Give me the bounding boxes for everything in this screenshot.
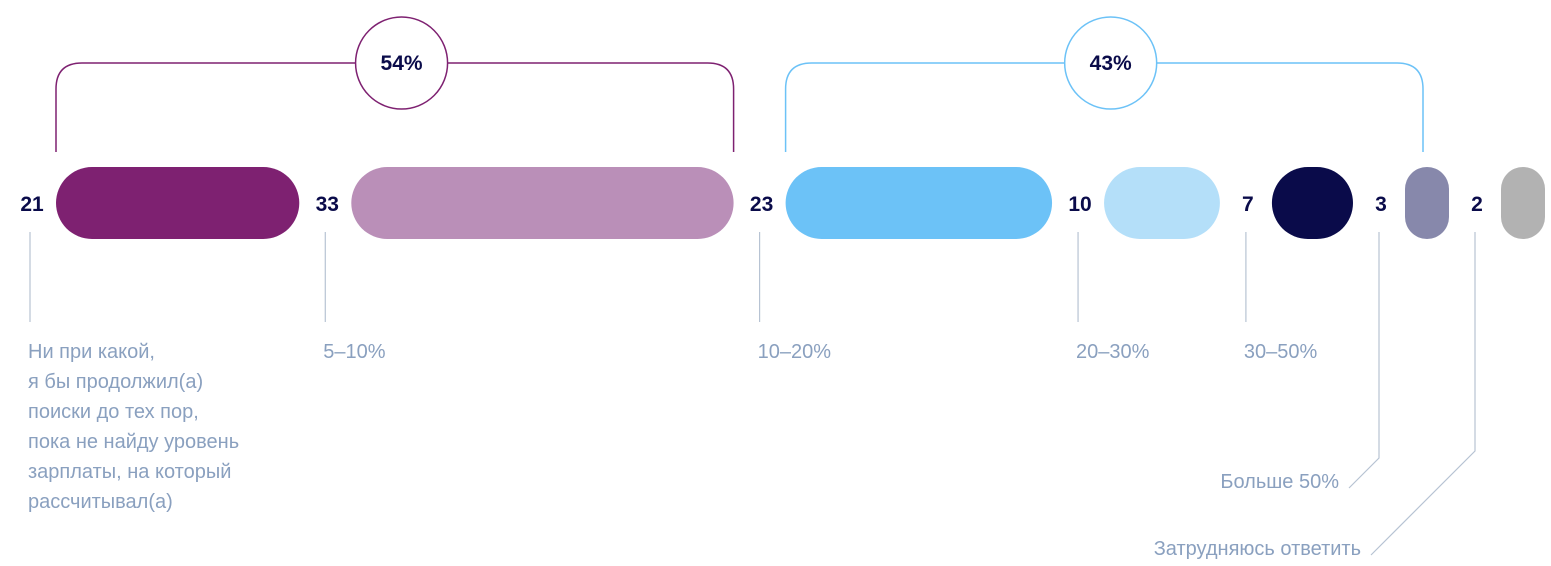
category-label-1: 5–10%: [323, 341, 385, 363]
category-label-line: зарплаты, на который: [28, 461, 231, 483]
category-label-line: 10–20%: [758, 341, 832, 363]
bar-segment-0: [56, 167, 300, 239]
category-label-line: Ни при какой,: [28, 341, 155, 363]
category-label-line: пока не найду уровень: [28, 431, 239, 453]
group-bubble-1: [1063, 16, 1158, 110]
category-label-5: Больше 50%: [1220, 471, 1339, 493]
bar-segment-5: [1405, 167, 1449, 239]
bar-segment-3: [1104, 167, 1220, 239]
group-bubble-0: [354, 16, 449, 110]
bar-value-2: 23: [750, 193, 773, 216]
bar-segment-4: [1271, 167, 1353, 239]
category-label-line: я бы продолжил(а): [28, 371, 203, 393]
group-share-label-1: 43%: [1090, 52, 1132, 75]
category-label-line: 5–10%: [323, 341, 385, 363]
bar-value-1: 33: [316, 193, 339, 216]
leader-line-6: [1370, 232, 1476, 556]
category-label-0: Ни при какой, я бы продолжил(а) поиски до …: [28, 341, 239, 513]
bar-segment-6: [1501, 167, 1545, 239]
leader-line-5: [1348, 232, 1380, 489]
category-label-2: 10–20%: [758, 341, 832, 363]
category-label-line: 20–30%: [1076, 341, 1150, 363]
bar-value-0: 21: [20, 193, 44, 216]
bar-value-6: 2: [1471, 193, 1483, 216]
bar-segment-1: [351, 167, 734, 239]
bar-segment-2: [785, 167, 1053, 239]
bar-value-3: 10: [1068, 193, 1091, 216]
category-label-6: Затрудняюсь ответить: [1154, 538, 1361, 560]
group-share-label-0: 54%: [381, 52, 423, 75]
category-label-line: 30–50%: [1244, 341, 1318, 363]
bar-value-5: 3: [1375, 193, 1387, 216]
category-label-3: 20–30%: [1076, 341, 1150, 363]
category-label-line: поиски до тех пор,: [28, 401, 199, 423]
category-label-4: 30–50%: [1244, 341, 1318, 363]
bar-value-4: 7: [1242, 193, 1254, 216]
category-label-line: рассчитывал(а): [28, 491, 173, 513]
